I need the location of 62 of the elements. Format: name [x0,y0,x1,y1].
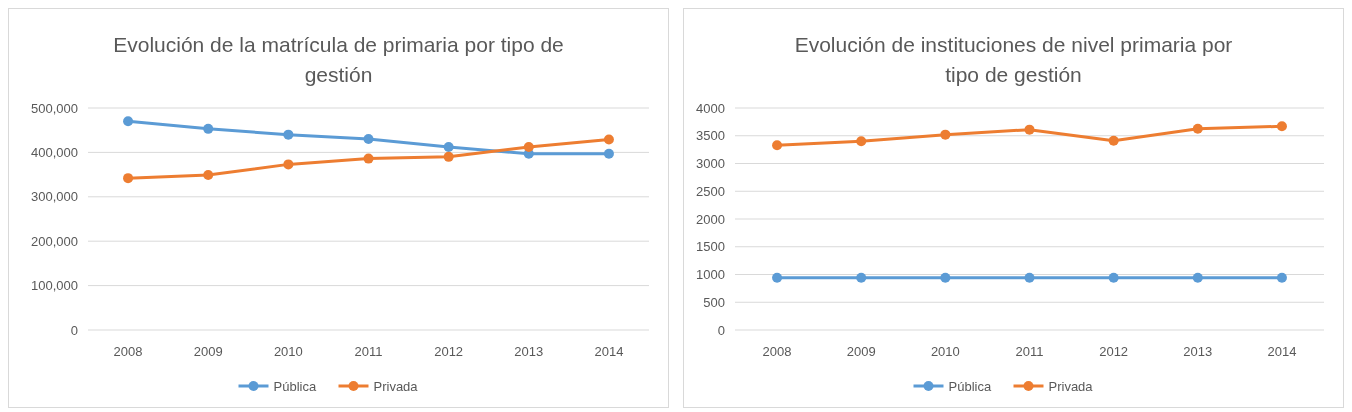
y-tick-label: 500,000 [31,100,78,116]
point [443,151,454,162]
point [203,123,214,134]
x-tick-label: 2014 [594,344,624,359]
x-tick-label: 2011 [1015,344,1044,359]
y-tick-label: 200,000 [31,233,78,249]
x-tick-label: 2009 [193,344,223,359]
y-tick-label: 3000 [696,156,725,172]
y-tick-label: 0 [70,322,78,338]
point [603,134,614,145]
legend-label: Privada [373,378,419,394]
x-tick-label: 2008 [113,344,143,359]
x-tick-label: 2013 [514,344,544,359]
point [1024,124,1035,135]
point [123,116,134,127]
point [856,272,867,283]
chart-title: Evolución de instituciones de nivel primaria por tipo de gestión [794,33,1233,86]
point [1192,123,1203,134]
y-tick-label: 400,000 [31,144,78,160]
x-tick-label: 2013 [1183,344,1213,359]
chart-title: Evolución de la matrícula de primaria por tipo de gestión [113,33,564,86]
point [1276,272,1287,283]
x-tick-label: 2010 [930,344,960,359]
y-tick-label: 2000 [696,211,725,227]
x-tick-label: 2012 [434,344,464,359]
point [283,159,294,170]
y-tick-label: 300,000 [31,189,78,205]
point [856,136,867,147]
point [283,129,294,140]
y-tick-label: 1000 [696,267,725,283]
point [772,140,783,151]
point [940,272,951,283]
legend-label: Pública [948,378,992,394]
x-tick-label: 2009 [846,344,876,359]
y-tick-label: 0 [717,322,725,338]
y-tick-label: 3500 [696,128,725,144]
point [363,153,374,164]
x-tick-label: 2014 [1267,344,1297,359]
point [1276,121,1287,132]
point [1024,272,1035,283]
point [443,142,454,153]
x-tick-label: 2012 [1099,344,1129,359]
point [940,129,951,140]
y-tick-label: 1500 [696,239,725,255]
legend-label: Privada [1048,378,1094,394]
y-tick-label: 100,000 [31,278,78,294]
point [523,142,534,153]
y-tick-label: 2500 [696,183,725,199]
point [123,173,134,184]
x-tick-label: 2010 [273,344,303,359]
point [1108,272,1119,283]
y-tick-label: 4000 [696,100,725,116]
point [1192,272,1203,283]
x-tick-label: 2008 [762,344,792,359]
point [603,148,614,159]
point [363,134,374,145]
point [1108,135,1119,146]
legend-label: Pública [273,378,317,394]
y-tick-label: 500 [703,294,725,310]
point [203,170,214,181]
x-tick-label: 2011 [354,344,383,359]
point [772,272,783,283]
